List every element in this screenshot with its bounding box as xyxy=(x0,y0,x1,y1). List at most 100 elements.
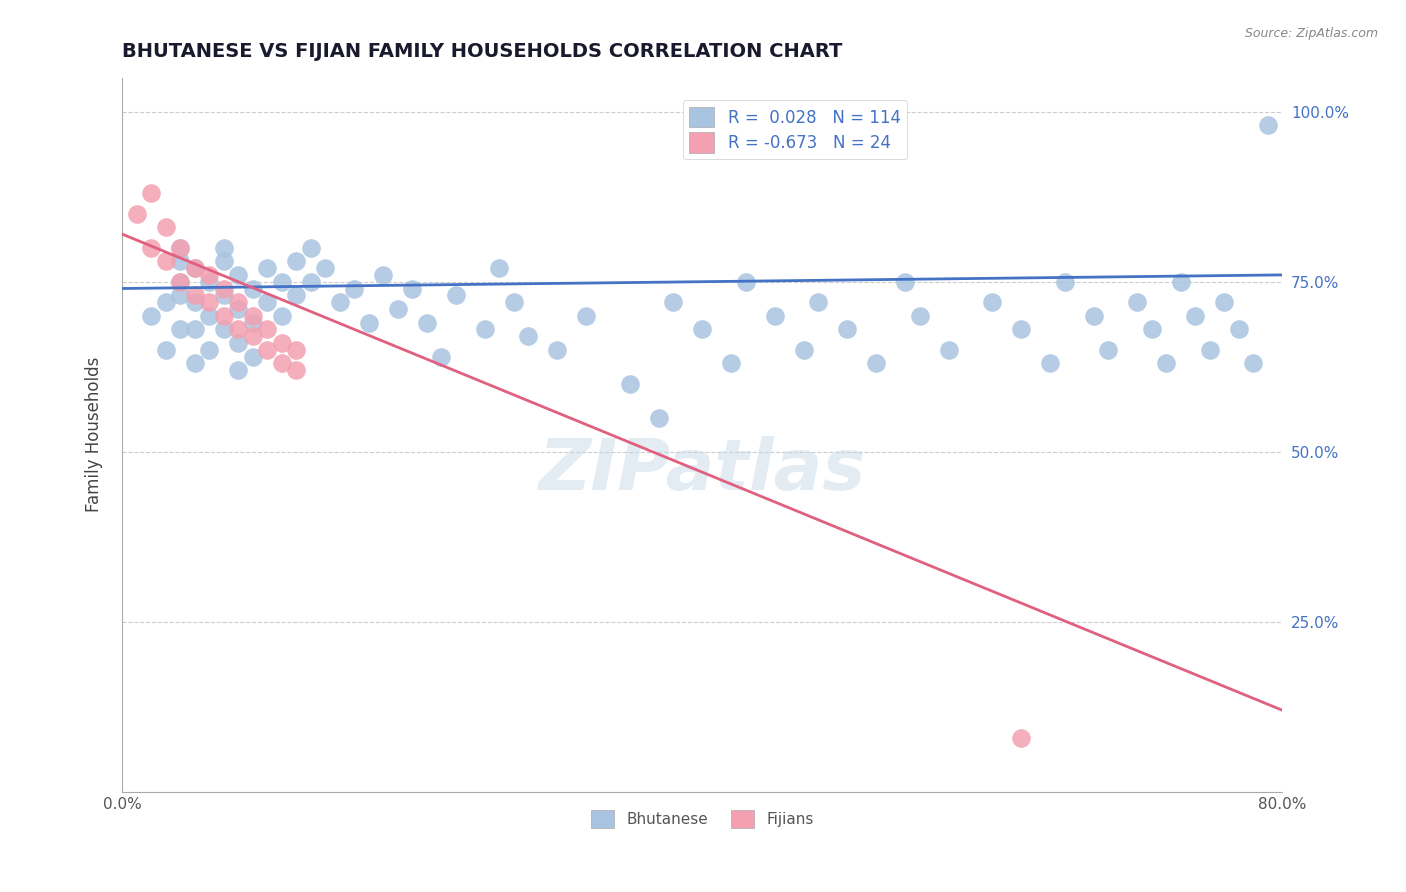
Point xyxy=(1140,322,1163,336)
Point xyxy=(242,281,264,295)
Point xyxy=(373,268,395,282)
Point xyxy=(270,335,292,350)
Point xyxy=(183,295,205,310)
Point xyxy=(1010,731,1032,745)
Point xyxy=(139,241,162,255)
Point xyxy=(169,241,191,255)
Point xyxy=(517,329,540,343)
Point xyxy=(212,241,235,255)
Point xyxy=(575,309,598,323)
Point xyxy=(226,322,249,336)
Point xyxy=(183,356,205,370)
Point xyxy=(415,316,437,330)
Point xyxy=(299,241,322,255)
Point xyxy=(242,329,264,343)
Point xyxy=(1257,118,1279,132)
Point xyxy=(690,322,713,336)
Point xyxy=(139,186,162,201)
Point xyxy=(169,288,191,302)
Point xyxy=(226,301,249,316)
Point xyxy=(183,261,205,276)
Point xyxy=(488,261,510,276)
Point xyxy=(444,288,467,302)
Point xyxy=(1227,322,1250,336)
Point xyxy=(938,343,960,357)
Point xyxy=(183,322,205,336)
Point xyxy=(329,295,352,310)
Point xyxy=(226,335,249,350)
Point xyxy=(285,288,308,302)
Point xyxy=(430,350,453,364)
Point xyxy=(474,322,496,336)
Point xyxy=(183,261,205,276)
Legend: Bhutanese, Fijians: Bhutanese, Fijians xyxy=(585,804,820,834)
Point xyxy=(981,295,1004,310)
Point xyxy=(256,295,278,310)
Point xyxy=(1039,356,1062,370)
Point xyxy=(169,275,191,289)
Point xyxy=(169,254,191,268)
Point xyxy=(1156,356,1178,370)
Point xyxy=(155,254,177,268)
Point xyxy=(285,343,308,357)
Point xyxy=(270,356,292,370)
Point xyxy=(242,350,264,364)
Point xyxy=(270,309,292,323)
Point xyxy=(343,281,366,295)
Point xyxy=(763,309,786,323)
Point xyxy=(1083,309,1105,323)
Point xyxy=(256,322,278,336)
Point xyxy=(198,343,221,357)
Point xyxy=(1126,295,1149,310)
Point xyxy=(1170,275,1192,289)
Point xyxy=(270,275,292,289)
Point xyxy=(285,254,308,268)
Point xyxy=(226,363,249,377)
Point xyxy=(212,322,235,336)
Point xyxy=(299,275,322,289)
Point xyxy=(401,281,423,295)
Point xyxy=(1199,343,1222,357)
Point xyxy=(212,254,235,268)
Point xyxy=(1243,356,1265,370)
Point xyxy=(1010,322,1032,336)
Point xyxy=(226,295,249,310)
Point xyxy=(226,268,249,282)
Text: BHUTANESE VS FIJIAN FAMILY HOUSEHOLDS CORRELATION CHART: BHUTANESE VS FIJIAN FAMILY HOUSEHOLDS CO… xyxy=(122,42,842,61)
Point xyxy=(155,295,177,310)
Point xyxy=(125,207,148,221)
Point xyxy=(169,275,191,289)
Point xyxy=(169,322,191,336)
Point xyxy=(734,275,756,289)
Point xyxy=(1053,275,1076,289)
Point xyxy=(212,288,235,302)
Point xyxy=(285,363,308,377)
Point xyxy=(198,268,221,282)
Point xyxy=(198,295,221,310)
Point xyxy=(720,356,742,370)
Point xyxy=(139,309,162,323)
Point xyxy=(793,343,815,357)
Point xyxy=(502,295,524,310)
Text: Source: ZipAtlas.com: Source: ZipAtlas.com xyxy=(1244,27,1378,40)
Point xyxy=(1213,295,1236,310)
Point xyxy=(865,356,887,370)
Point xyxy=(1097,343,1119,357)
Point xyxy=(314,261,336,276)
Point xyxy=(155,220,177,235)
Point xyxy=(169,241,191,255)
Point xyxy=(183,288,205,302)
Y-axis label: Family Households: Family Households xyxy=(86,357,103,513)
Point xyxy=(837,322,859,336)
Point xyxy=(155,343,177,357)
Point xyxy=(619,376,641,391)
Point xyxy=(212,309,235,323)
Point xyxy=(242,316,264,330)
Point xyxy=(546,343,568,357)
Point xyxy=(212,281,235,295)
Point xyxy=(198,309,221,323)
Point xyxy=(648,410,671,425)
Point xyxy=(242,309,264,323)
Point xyxy=(908,309,931,323)
Point xyxy=(662,295,685,310)
